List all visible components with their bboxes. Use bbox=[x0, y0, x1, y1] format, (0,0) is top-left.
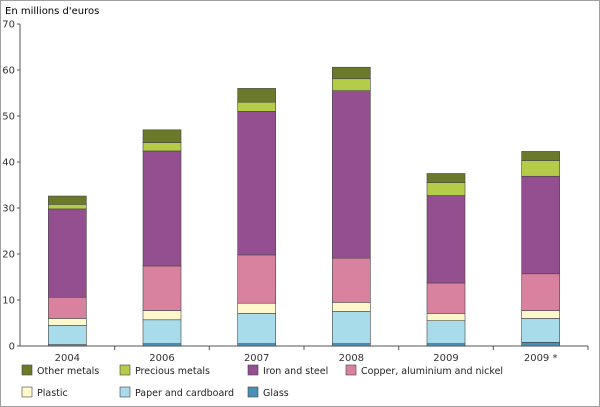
y-tick-label: 10 bbox=[2, 296, 15, 307]
bar-segment bbox=[521, 318, 560, 343]
x-tick-label: 2009 bbox=[433, 353, 458, 364]
bar-segment bbox=[48, 204, 87, 210]
bar-segment bbox=[521, 151, 560, 161]
x-tick-label: 2006 bbox=[149, 353, 174, 364]
bar-segment bbox=[332, 257, 371, 303]
legend-label: Paper and cardboard bbox=[135, 388, 234, 399]
bar-segment bbox=[332, 90, 371, 259]
legend-swatch bbox=[247, 386, 259, 398]
axes: 0 10 20 30 40 50 60 70 2004 2006 2007 2008 2009 2009 … bbox=[2, 20, 589, 364]
bar-segment bbox=[142, 150, 182, 267]
y-axis-label: En millions d'euros bbox=[5, 6, 99, 17]
legend-swatch bbox=[119, 386, 131, 398]
bar-segment bbox=[48, 318, 87, 326]
bar-segment bbox=[142, 142, 182, 152]
y-tick-label: 20 bbox=[2, 250, 15, 261]
bar-segment bbox=[426, 195, 466, 284]
bar-segment bbox=[426, 282, 466, 314]
bar-segment bbox=[237, 111, 276, 256]
y-tick-label: 50 bbox=[2, 112, 15, 123]
y-tick-label: 70 bbox=[2, 20, 15, 31]
legend-label: Copper, aluminium and nickel bbox=[361, 366, 503, 377]
bar-segment bbox=[332, 78, 371, 91]
x-tick-label: 2008 bbox=[339, 353, 364, 364]
legend-swatch bbox=[21, 364, 33, 376]
bar-segment bbox=[426, 313, 466, 321]
legend-swatch bbox=[247, 364, 259, 376]
bar-segment bbox=[332, 311, 371, 345]
bar-segment bbox=[142, 343, 182, 347]
bar-segment bbox=[48, 324, 87, 345]
legend-swatch bbox=[119, 364, 131, 376]
bar-segment bbox=[48, 208, 87, 298]
legend: Other metals Precious metals Iron and stee… bbox=[21, 364, 503, 399]
bar-segment bbox=[426, 173, 466, 183]
bar-segment bbox=[426, 182, 466, 196]
bar-segment bbox=[237, 101, 276, 112]
bar-segment bbox=[521, 273, 560, 311]
bar-segment bbox=[332, 301, 371, 312]
y-tick-label: 30 bbox=[2, 204, 15, 215]
y-tick-label: 40 bbox=[2, 158, 15, 169]
bar-segment bbox=[521, 310, 560, 319]
legend-label: Plastic bbox=[37, 388, 68, 399]
bars bbox=[48, 66, 560, 347]
x-tick-label: 2009 * bbox=[524, 353, 558, 364]
bar-segment bbox=[521, 175, 560, 275]
x-tick-label: 2007 bbox=[244, 353, 269, 364]
bar-segment bbox=[521, 160, 560, 177]
bar-segment bbox=[237, 302, 276, 314]
legend-label: Glass bbox=[263, 388, 289, 399]
bar-segment bbox=[426, 320, 466, 345]
legend-label: Iron and steel bbox=[263, 366, 328, 377]
bar-segment bbox=[332, 343, 371, 347]
bar-segment bbox=[237, 343, 276, 347]
bar-segment bbox=[48, 296, 87, 319]
x-tick-label: 2004 bbox=[55, 353, 80, 364]
y-tick-label: 60 bbox=[2, 66, 15, 77]
bar-segment bbox=[142, 129, 182, 143]
legend-swatch bbox=[21, 386, 33, 398]
bar-segment bbox=[332, 66, 371, 80]
bar-segment bbox=[237, 88, 276, 103]
bar-segment bbox=[142, 319, 182, 344]
legend-swatch bbox=[345, 364, 357, 376]
bar-segment bbox=[237, 254, 276, 304]
y-tick-label: 0 bbox=[9, 342, 15, 353]
bar-segment bbox=[426, 343, 466, 347]
legend-label: Precious metals bbox=[135, 366, 210, 377]
bar-segment bbox=[237, 313, 276, 344]
legend-label: Other metals bbox=[37, 366, 99, 377]
bar-segment bbox=[521, 342, 560, 347]
bar-segment bbox=[142, 310, 182, 321]
bar-segment bbox=[142, 265, 182, 311]
bar-segment bbox=[48, 195, 87, 205]
